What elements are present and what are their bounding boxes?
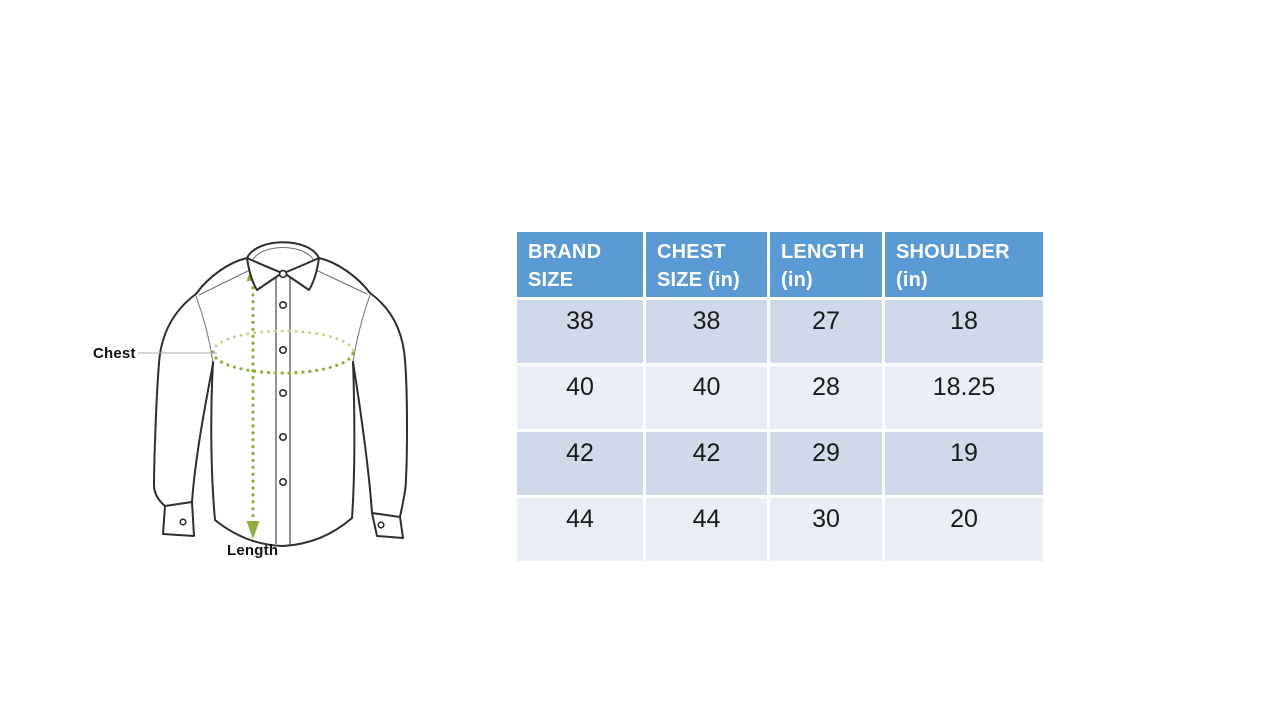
size-cell: 40 [646, 366, 767, 429]
length-label: Length [227, 542, 279, 559]
size-cell: 42 [517, 432, 643, 495]
size-cell: 40 [517, 366, 643, 429]
size-cell: 44 [646, 498, 767, 561]
size-cell: 18.25 [885, 366, 1043, 429]
size-cell: 19 [885, 432, 1043, 495]
col-header-shoulder: SHOULDER (in) [885, 232, 1043, 297]
col-header-chest-size: CHEST SIZE (in) [646, 232, 767, 297]
table-row: 42 42 29 19 [517, 432, 1043, 495]
col-header-length: LENGTH (in) [770, 232, 882, 297]
chest-label: Chest [93, 345, 136, 362]
table-header-row: BRAND SIZE CHEST SIZE (in) LENGTH (in) S… [517, 232, 1043, 297]
size-cell: 18 [885, 300, 1043, 363]
size-cell: 38 [517, 300, 643, 363]
size-cell: 27 [770, 300, 882, 363]
table-row: 44 44 30 20 [517, 498, 1043, 561]
size-cell: 29 [770, 432, 882, 495]
size-cell: 42 [646, 432, 767, 495]
table-row: 40 40 28 18.25 [517, 366, 1043, 429]
table-row: 38 38 27 18 [517, 300, 1043, 363]
size-cell: 28 [770, 366, 882, 429]
size-cell: 44 [517, 498, 643, 561]
size-cell: 38 [646, 300, 767, 363]
col-header-brand-size: BRAND SIZE [517, 232, 643, 297]
size-cell: 30 [770, 498, 882, 561]
size-table: BRAND SIZE CHEST SIZE (in) LENGTH (in) S… [517, 232, 1043, 564]
shirt-illustration [138, 241, 408, 547]
size-cell: 20 [885, 498, 1043, 561]
shirt-measurement-diagram: Chest Length [80, 225, 420, 565]
